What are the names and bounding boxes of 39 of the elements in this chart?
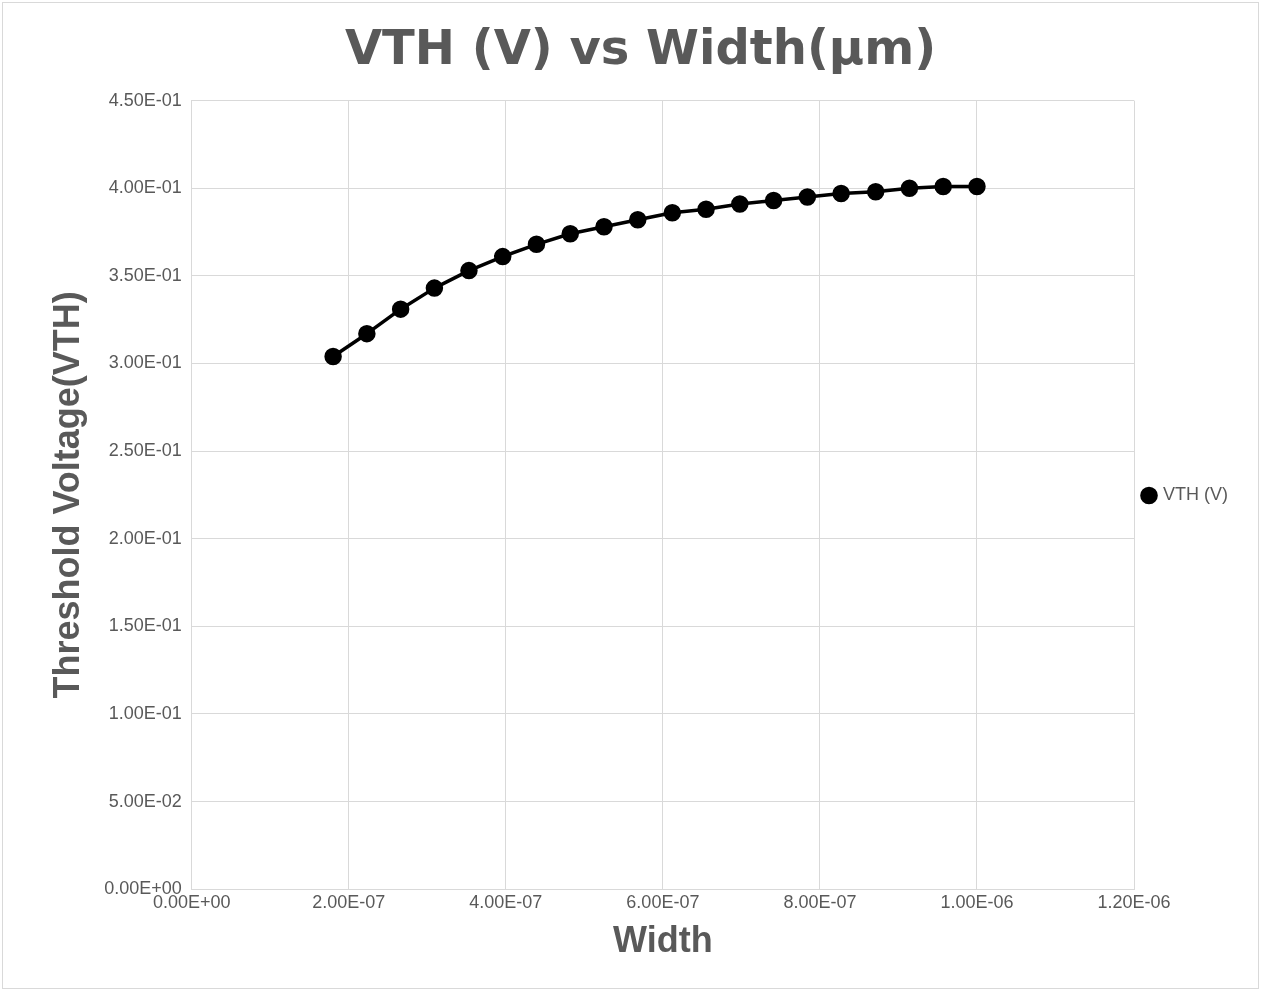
point [629,211,647,229]
point [900,179,919,197]
x-tick-label: 2.00E-07 [312,891,386,912]
legend-label: VTH (V) [1163,484,1228,505]
point [866,182,885,201]
y-tick-label: 3.00E-01 [108,352,182,373]
point [798,188,817,206]
point [764,191,783,210]
chart-title: VTH (V) vs Width(μm) [344,19,937,76]
y-tick-label: 1.00E-01 [108,702,182,723]
point [968,177,986,196]
x-tick-label: 1.00E-06 [940,891,1014,912]
y-tick-label: 4.00E-01 [108,177,182,198]
x-tick-label: 4.00E-07 [469,891,543,912]
point [934,177,952,196]
y-axis-title: Threshold Voltage(VTH) [45,291,87,699]
point [663,204,682,222]
point [527,235,546,254]
point [391,300,410,318]
point [493,247,512,266]
y-tick-label: 5.00E-02 [108,790,182,811]
x-tick-label: 1.20E-06 [1097,891,1171,912]
y-tick-label: 2.00E-01 [108,527,182,548]
x-axis-title: Width [613,919,713,961]
point [561,225,579,243]
y-tick-label: 3.50E-01 [108,264,182,285]
y-tick-label: 2.50E-01 [108,440,182,461]
point [595,218,613,236]
x-tick-label: 6.00E-07 [626,891,700,912]
point [358,324,376,343]
point [731,195,749,213]
y-tick-label: 4.50E-01 [108,89,182,110]
point [425,279,444,297]
point [697,200,715,218]
y-tick-label: 1.50E-01 [108,615,182,636]
x-tick-label: 8.00E-07 [783,891,857,912]
point [832,184,850,203]
point [324,347,342,366]
point [460,261,478,280]
